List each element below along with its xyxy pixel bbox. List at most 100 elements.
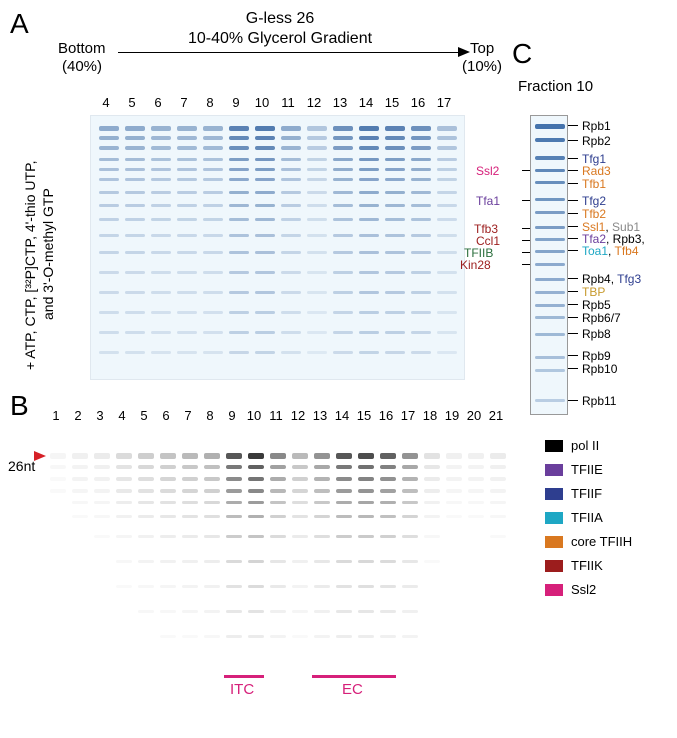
- gel-b-band: [380, 501, 396, 504]
- itc-bracket: [224, 675, 264, 678]
- gel-a-band: [437, 168, 457, 171]
- gel-b-band: [226, 453, 242, 459]
- gel-a-band: [385, 234, 405, 237]
- gel-b-band: [160, 535, 176, 538]
- gel-a-band: [229, 126, 249, 131]
- gel-b-band: [182, 610, 198, 613]
- gel-a-band: [99, 126, 119, 131]
- marker-arrow: [34, 451, 46, 461]
- gel-b-band: [424, 453, 440, 459]
- protein-tick: [568, 355, 578, 356]
- gel-b-lane-number: 11: [266, 408, 286, 423]
- gel-b-band: [94, 453, 110, 459]
- gel-a-band: [99, 178, 119, 181]
- protein-label: Rpb8: [582, 327, 611, 341]
- bottom-pct: (40%): [62, 58, 102, 75]
- gel-a-band: [281, 146, 301, 150]
- gel-a-band: [333, 158, 353, 161]
- gel-a-band: [333, 178, 353, 181]
- gel-c-band: [535, 138, 565, 142]
- gel-a-band: [255, 191, 275, 194]
- gel-a-band: [99, 234, 119, 237]
- gel-a-band: [99, 146, 119, 150]
- gel-b-band: [446, 489, 462, 493]
- gel-a-band: [177, 251, 197, 254]
- gel-a-band: [255, 178, 275, 181]
- gel-a-band: [411, 271, 431, 274]
- gel-a-band: [385, 311, 405, 314]
- gel-b-band: [490, 453, 506, 459]
- gel-b-band: [314, 635, 330, 638]
- gel-b-lane-number: 18: [420, 408, 440, 423]
- gel-b-band: [402, 535, 418, 538]
- protein-tick: [568, 317, 578, 318]
- gel-a-band: [125, 218, 145, 221]
- protein-label: Tfb2: [582, 207, 606, 221]
- gel-b-band: [226, 477, 242, 481]
- gel-a-band: [359, 271, 379, 274]
- gel-b-band: [292, 560, 308, 563]
- gel-a-band: [229, 331, 249, 334]
- gel-a-band: [385, 251, 405, 254]
- gel-c-band: [535, 399, 565, 402]
- gel-a-band: [307, 234, 327, 237]
- gel-a-band: [203, 311, 223, 314]
- gel-a-band: [255, 158, 275, 161]
- gel-b-band: [446, 501, 462, 504]
- gel-a-band: [229, 168, 249, 171]
- protein-tick: [568, 226, 578, 227]
- gel-a-band: [333, 331, 353, 334]
- gel-a-band: [437, 191, 457, 194]
- gel-a-band: [203, 271, 223, 274]
- gel-a-band: [437, 251, 457, 254]
- gel-a-band: [125, 351, 145, 354]
- gel-b-band: [270, 535, 286, 538]
- gel-b-lane-number: 15: [354, 408, 374, 423]
- gel-b-band: [314, 585, 330, 588]
- gel-b-band: [380, 535, 396, 538]
- gel-a-band: [411, 218, 431, 221]
- gel-a-band: [359, 158, 379, 161]
- protein-label: Rpb5: [582, 298, 611, 312]
- gel-a-band: [307, 146, 327, 150]
- protein-tick: [568, 238, 578, 239]
- gel-a-band: [125, 311, 145, 314]
- gel-a-band: [203, 331, 223, 334]
- gel-a-band: [307, 126, 327, 131]
- gel-a-band: [203, 251, 223, 254]
- gel-b-band: [50, 453, 66, 459]
- nucleotide-label-2: and 3'-O-methyl GTP: [40, 188, 56, 320]
- gel-b-band: [204, 465, 220, 469]
- gel-a-band: [411, 331, 431, 334]
- gel-a-band: [359, 351, 379, 354]
- gel-b-band: [116, 489, 132, 493]
- gel-b-band: [336, 453, 352, 459]
- gel-b-band: [50, 489, 66, 493]
- gel-b-band: [446, 477, 462, 481]
- gel-b-band: [292, 453, 308, 459]
- gel-a-band: [411, 351, 431, 354]
- gel-a-band: [203, 234, 223, 237]
- gel-a-band: [99, 351, 119, 354]
- gel-b-band: [446, 465, 462, 469]
- gel-b-band: [380, 560, 396, 563]
- gel-a-band: [333, 136, 353, 140]
- gel-b-band: [402, 610, 418, 613]
- gel-a-band: [359, 178, 379, 181]
- gel-b-lane-number: 6: [156, 408, 176, 423]
- gel-a-band: [333, 191, 353, 194]
- gel-b-band: [182, 453, 198, 459]
- gel-a-band: [203, 351, 223, 354]
- gel-a-band: [307, 191, 327, 194]
- gel-a-lane-number: 10: [250, 95, 274, 110]
- gel-b-band: [116, 515, 132, 518]
- gel-b-lane-number: 9: [222, 408, 242, 423]
- gel-a-band: [177, 126, 197, 131]
- gel-c-band: [535, 291, 565, 294]
- gel-a-band: [203, 218, 223, 221]
- gel-a-lane-number: 12: [302, 95, 326, 110]
- gel-b-band: [72, 489, 88, 493]
- gel-b-band: [270, 465, 286, 469]
- gel-b-band: [424, 560, 440, 563]
- gel-a-lane-number: 11: [276, 95, 300, 110]
